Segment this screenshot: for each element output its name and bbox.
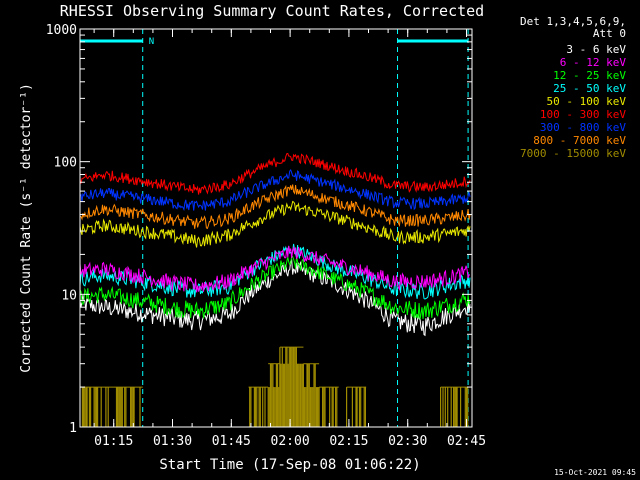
- x-axis-label: Start Time (17-Sep-08 01:06:22): [159, 457, 420, 473]
- high-energy-band-5: [318, 386, 339, 427]
- footer-timestamp: 15-Oct-2021 09:45: [554, 468, 636, 477]
- x-tick-label-0: 01:15: [94, 434, 133, 449]
- legend-entry-1: 6 - 12 keV: [560, 56, 627, 69]
- x-tick-label-2: 01:45: [212, 434, 251, 449]
- night-label-0: N: [149, 37, 154, 47]
- series-7: [79, 184, 471, 230]
- legend-entry-4: 50 - 100 keV: [547, 95, 627, 108]
- high-energy-band-6: [346, 386, 367, 427]
- legend-entry-0: 3 - 6 keV: [566, 43, 626, 56]
- legend-header-1: Att 0: [593, 27, 626, 40]
- high-energy-band-0: [80, 386, 143, 427]
- legend-entry-2: 12 - 25 keV: [553, 69, 626, 82]
- x-tick-label-3: 02:00: [271, 434, 310, 449]
- series-5: [79, 152, 471, 195]
- series-3: [79, 243, 471, 300]
- legend-entry-3: 25 - 50 keV: [553, 82, 626, 95]
- x-tick-label-1: 01:30: [153, 434, 192, 449]
- y-tick-label-1: 10: [61, 288, 77, 303]
- series-4: [79, 200, 471, 248]
- high-energy-band-7: [440, 386, 469, 427]
- series-1: [79, 245, 471, 293]
- y-tick-label-0: 1: [69, 421, 77, 436]
- high-energy-band-3: [279, 346, 304, 427]
- legend-entry-8: 7000 - 15000 keV: [520, 147, 626, 160]
- legend-entry-5: 100 - 300 keV: [540, 108, 626, 121]
- series-0: [79, 258, 471, 337]
- y-tick-label-3: 1000: [46, 23, 77, 38]
- high-energy-band-1: [248, 386, 269, 427]
- series-6: [79, 169, 471, 212]
- x-tick-label-5: 02:30: [388, 434, 427, 449]
- x-tick-label-4: 02:15: [329, 434, 368, 449]
- y-axis-label: Corrected Count Rate (s⁻¹ detector⁻¹): [19, 83, 34, 373]
- y-tick-label-2: 100: [54, 156, 77, 171]
- axes: 01:15 01:30 01:45 02:00 02:15 02:30 02:45 1 10 10…: [46, 23, 486, 449]
- data-series-layer: [79, 152, 471, 337]
- legend-header-0: Det 1,3,4,5,6,9,: [520, 15, 626, 28]
- high-energy-band-4: [302, 363, 320, 427]
- plot-frame: [79, 28, 473, 428]
- x-tick-label-6: 02:45: [447, 434, 486, 449]
- legend-entry-7: 800 - 7000 keV: [533, 134, 626, 147]
- high-energy-channel-layer: [80, 346, 469, 427]
- series-2: [79, 255, 471, 320]
- legend-entry-6: 300 - 800 keV: [540, 121, 626, 134]
- chart-title: RHESSI Observing Summary Count Rates, Co…: [60, 2, 484, 20]
